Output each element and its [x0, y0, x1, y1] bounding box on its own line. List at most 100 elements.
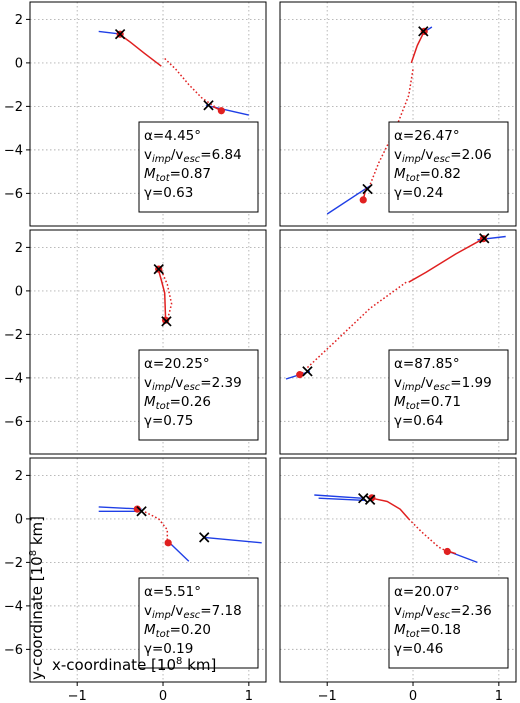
annotation-m-symbol: M [144, 394, 156, 410]
annotation-v-sub: imp [152, 154, 171, 165]
annotation-v-sub: esc [433, 382, 450, 393]
axis-ticks: 2 0 −2 −4 −6 2 0 −2 −4 −6 2 0 −2 −4 −6 −1 0 1 −1 0 1 [4, 13, 503, 703]
annotation-v-symbol: v [394, 603, 402, 619]
annotation-alpha: α=4.45° [144, 128, 201, 144]
annotation-v-sub: esc [183, 610, 200, 621]
x-marker [364, 494, 376, 505]
annotation-v-symbol: v [144, 603, 152, 619]
annotation-m-symbol: M [394, 622, 406, 638]
annotation-velocity-ratio: vimp/vesc=2.36 [394, 603, 492, 621]
panel-frame [29, 1, 267, 227]
annotation-v-value: =1.99 [450, 375, 491, 391]
x-marker [362, 183, 373, 195]
annotation-slash: /v [171, 603, 184, 619]
remnant-dot [296, 371, 304, 379]
annotation-m-symbol: M [144, 622, 156, 638]
impactor-track [314, 494, 362, 499]
y-tick-label: 2 [15, 13, 23, 28]
annotation-mass: Mtot=0.71 [394, 394, 461, 412]
panels: α=4.45°vimp/vesc=6.84Mtot=0.87γ=0.63α=26… [29, 1, 517, 683]
annotation-mass: Mtot=0.87 [144, 166, 211, 184]
annotation-alpha: α=26.47° [394, 128, 460, 144]
annotation-v-symbol: v [394, 147, 402, 163]
annotation-frame [138, 121, 259, 213]
annotation-v-value: =2.06 [450, 147, 491, 163]
annotation-mass: Mtot=0.20 [144, 622, 211, 640]
annotation-gamma: γ=0.63 [144, 185, 193, 201]
annotation-m-value: =0.20 [170, 622, 211, 638]
y-tick-label: −6 [4, 415, 23, 430]
y-tick-label: −2 [4, 100, 23, 115]
annotation-v-sub: imp [152, 382, 171, 393]
remnant-dot [443, 547, 451, 556]
x-tick-label: −1 [68, 689, 87, 703]
x-marker [114, 28, 126, 40]
y-tick-label: −4 [4, 599, 23, 614]
x-tick-label: 0 [159, 689, 167, 703]
annotation-v-value: =7.18 [200, 603, 241, 619]
y-tick-label: 2 [15, 469, 23, 484]
y-axis-label: y-coordinate [108 km] [28, 516, 46, 680]
annotation-m-sub: tot [156, 629, 171, 640]
y-tick-label: 2 [15, 241, 23, 256]
annotation-m-sub: tot [156, 173, 171, 184]
annotation-m-sub: tot [406, 629, 421, 640]
annotation-gamma: γ=0.24 [394, 185, 443, 201]
y-tick-label: −6 [4, 643, 23, 658]
annotation-frame [388, 349, 509, 441]
y-tick-label: 0 [15, 512, 23, 527]
annotation-m-sub: tot [156, 401, 171, 412]
annotation-mass: Mtot=0.82 [394, 166, 461, 184]
y-axis-label-text: y-coordinate [10 [28, 556, 46, 680]
remnant-dot [217, 107, 225, 115]
annotation-slash: /v [171, 147, 184, 163]
annotation-v-sub: imp [152, 610, 171, 621]
x-axis-label: x-coordinate [108 km] [52, 656, 216, 674]
y-tick-label: −4 [4, 143, 23, 158]
x-tick-label: 1 [245, 689, 253, 703]
x-marker [203, 100, 214, 111]
annotation-slash: /v [421, 603, 434, 619]
annotation-gamma: γ=0.46 [394, 641, 443, 657]
annotation-mass: Mtot=0.26 [144, 394, 211, 412]
collision-path-solid [410, 31, 425, 64]
annotation-velocity-ratio: vimp/vesc=2.06 [394, 147, 492, 165]
impactor-track [204, 536, 262, 544]
x-axis-label-text: x-coordinate [10 [52, 656, 176, 674]
x-marker [302, 366, 313, 377]
annotation-frame [138, 349, 259, 441]
annotation-v-sub: imp [402, 154, 421, 165]
annotation-v-value: =2.39 [200, 375, 241, 391]
annotation-velocity-ratio: vimp/vesc=2.39 [144, 375, 242, 393]
annotation-m-value: =0.87 [170, 166, 211, 182]
annotation-m-value: =0.18 [420, 622, 461, 638]
remnant-dot [359, 196, 367, 204]
annotation-m-sub: tot [406, 401, 421, 412]
panel-frame [29, 229, 267, 455]
annotation-v-sub: imp [402, 382, 421, 393]
annotation-alpha: α=20.07° [394, 584, 460, 600]
annotation-v-symbol: v [144, 147, 152, 163]
annotation-v-value: =2.36 [450, 603, 491, 619]
x-tick-label: 1 [495, 689, 503, 703]
annotation-velocity-ratio: vimp/vesc=7.18 [144, 603, 242, 621]
annotation-mass: Mtot=0.18 [394, 622, 461, 640]
annotation-slash: /v [421, 375, 434, 391]
y-axis-label-exp: 8 [28, 550, 39, 556]
annotation-v-sub: esc [433, 610, 450, 621]
collision-path-dotted [164, 57, 215, 108]
panel-frame [29, 457, 267, 683]
annotation-frame [138, 577, 259, 669]
collision-path-solid [371, 497, 410, 520]
annotation-alpha: α=5.51° [144, 584, 201, 600]
x-tick-label: −1 [318, 689, 337, 703]
y-tick-label: 0 [15, 284, 23, 299]
